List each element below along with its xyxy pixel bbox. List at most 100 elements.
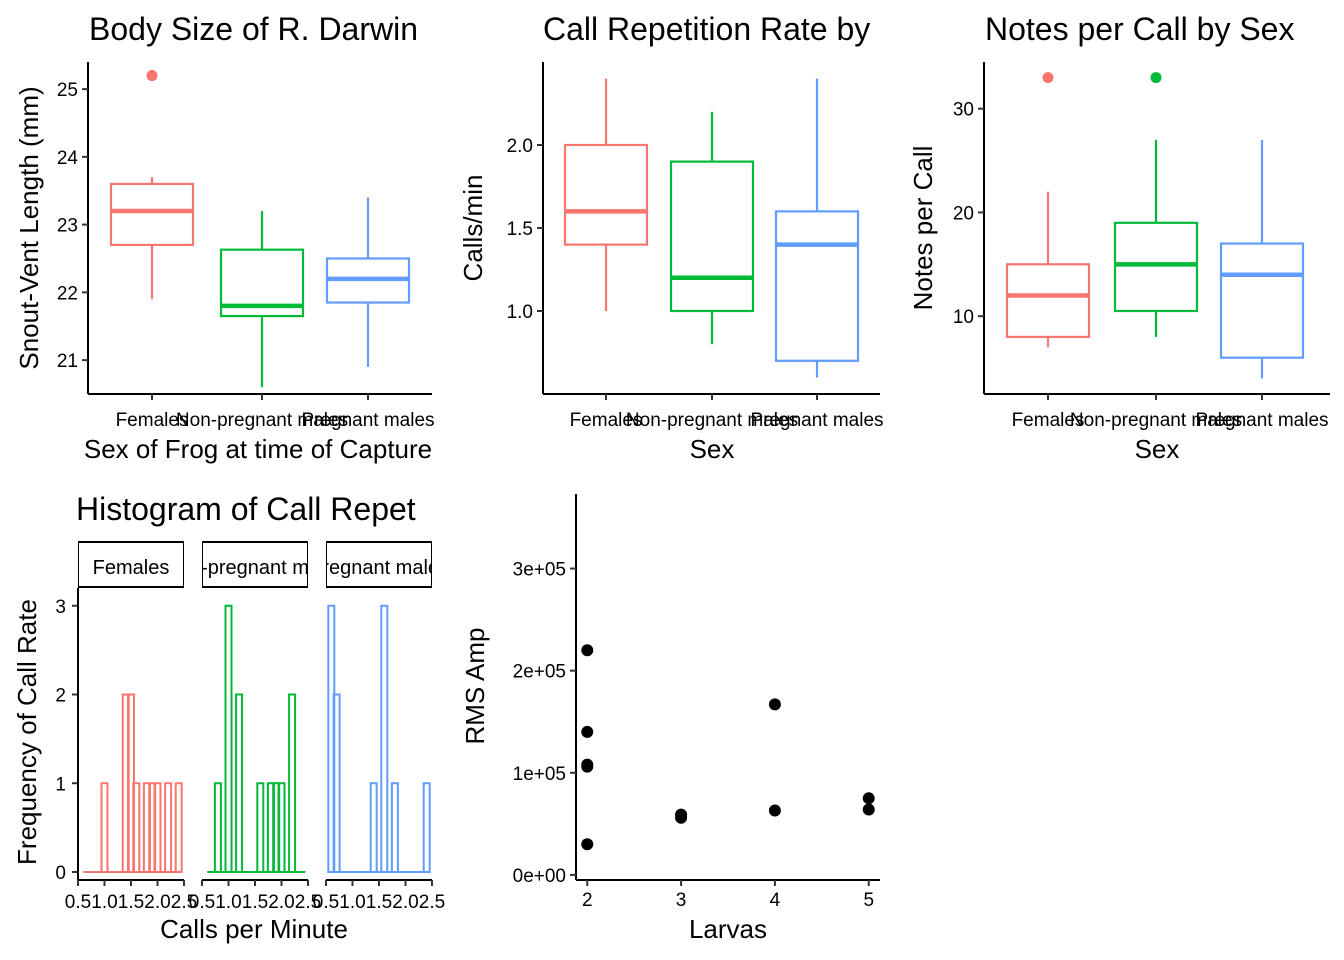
x-axis-label: Sex of Frog at time of Capture xyxy=(84,434,432,464)
scatter-point xyxy=(675,811,688,824)
scatter-point xyxy=(581,725,594,738)
histogram-bar xyxy=(380,604,389,873)
panel-clip-group: Body Size of R. Darwin 21 22 23 24 25 FemalesN… xyxy=(14,11,435,464)
facet-strip-label: Females xyxy=(93,557,170,579)
x-tick-label: Non-pregnant males xyxy=(1070,410,1242,431)
x-tick-label: 2.0 xyxy=(144,892,170,913)
x-tick-label: 1.5 xyxy=(366,892,392,913)
box-pregnant-males xyxy=(774,78,860,378)
x-tick-label: Non-pregnant males xyxy=(626,410,798,431)
scatter-panel: 0e+00 1e+05 2e+05 3e+05 2 3 4 5 Larvas RMS Amp xyxy=(460,494,880,944)
y-tick-label: 1e+05 xyxy=(513,764,566,785)
facet-1: Females 0.5 1.0 1.5 2.0 2.5 xyxy=(65,541,197,913)
histogram-bar xyxy=(100,782,109,873)
facet-strip-label: Non-pregnant males xyxy=(164,557,345,579)
y-tick-label: 1.5 xyxy=(507,219,533,240)
histogram-bar xyxy=(174,782,183,873)
x-tick-label: 0.5 xyxy=(65,892,91,913)
x-axis-label: Larvas xyxy=(689,914,767,944)
y-tick-label: 2 xyxy=(55,686,66,707)
histogram-bar xyxy=(164,782,173,873)
y-tick-label: 10 xyxy=(953,307,974,328)
x-tick-label: 2.0 xyxy=(392,892,418,913)
y-tick-label: 0 xyxy=(55,863,66,884)
x-tick-label: Females xyxy=(570,410,643,431)
y-tick-label: 3 xyxy=(55,597,66,618)
x-tick-label: 0.5 xyxy=(189,892,215,913)
outlier-point xyxy=(1042,72,1054,84)
box-non-pregnant-males xyxy=(219,211,305,388)
box-non-pregnant-males xyxy=(1113,72,1199,337)
box-iqr xyxy=(1113,221,1199,313)
x-tick-label: Females xyxy=(1012,410,1085,431)
box-iqr xyxy=(109,182,195,247)
x-tick-label: 2.5 xyxy=(295,892,321,913)
histogram-bar xyxy=(332,693,341,873)
x-axis-label: Sex xyxy=(690,434,735,464)
box-iqr xyxy=(1005,263,1091,339)
y-tick-label: 2e+05 xyxy=(513,662,566,683)
histogram-bar xyxy=(369,782,378,873)
x-tick-label: 1.5 xyxy=(242,892,268,913)
histogram-bar xyxy=(213,782,222,873)
x-tick-label: 0.5 xyxy=(313,892,339,913)
x-tick-label: Pregnant males xyxy=(301,410,434,431)
y-axis-label: Calls/min xyxy=(458,175,488,282)
x-tick-label: 2.5 xyxy=(419,892,445,913)
panel-clip-group: Call Repetition Rate by 1.0 1.5 2.0 FemalesN… xyxy=(458,11,884,464)
y-tick-label: 21 xyxy=(57,351,78,372)
box-non-pregnant-males xyxy=(669,111,755,345)
facet-strip xyxy=(78,541,184,588)
histogram-bar xyxy=(422,782,431,873)
box-iqr xyxy=(774,210,860,362)
histogram-bar xyxy=(390,782,399,873)
x-tick-label: 1.5 xyxy=(118,892,144,913)
box-pregnant-males xyxy=(1219,139,1305,379)
chart-title: Notes per Call by Sex xyxy=(985,11,1294,47)
boxplot-panel-2: Call Repetition Rate by 1.0 1.5 2.0 FemalesN… xyxy=(458,11,884,464)
facet-clip-group: Non-pregnant males xyxy=(164,541,345,873)
boxplot-panel-3: Notes per Call by Sex 10 20 30 FemalesNon-pr… xyxy=(908,11,1330,464)
facet-clip-group: Pregnant males xyxy=(326,541,432,873)
y-tick-label: 30 xyxy=(953,100,974,121)
scatter-point xyxy=(862,803,875,816)
y-tick-label: 23 xyxy=(57,216,78,237)
y-tick-label: 25 xyxy=(57,80,78,101)
y-tick-label: 0e+00 xyxy=(513,866,566,887)
box-females xyxy=(1005,72,1091,348)
histogram-bar xyxy=(288,693,297,873)
x-tick-label: 1.0 xyxy=(91,892,117,913)
scatter-point xyxy=(768,698,781,711)
histogram-bar xyxy=(224,604,233,873)
x-tick-label: 5 xyxy=(863,890,874,911)
histogram-bar xyxy=(153,782,162,873)
x-tick-label: 4 xyxy=(770,890,781,911)
boxplot-panel-1: Body Size of R. Darwin 21 22 23 24 25 FemalesN… xyxy=(14,11,435,464)
x-tick-label: 1.0 xyxy=(339,892,365,913)
y-axis-label: RMS Amp xyxy=(460,627,490,744)
y-tick-label: 24 xyxy=(57,148,79,169)
panel-clip-group: Notes per Call by Sex 10 20 30 FemalesNon-pr… xyxy=(908,11,1330,464)
x-tick-label: 2.0 xyxy=(268,892,294,913)
y-tick-label: 22 xyxy=(57,283,78,304)
box-females xyxy=(109,70,195,300)
facet-3: Pregnant males 0.5 1.0 1.5 2.0 2.5 xyxy=(313,541,445,913)
scatter-point xyxy=(581,644,594,657)
x-tick-label: Non-pregnant males xyxy=(176,410,348,431)
y-axis-label: Snout-Vent Length (mm) xyxy=(14,86,44,369)
x-tick-label: Females xyxy=(116,410,189,431)
scatter-point xyxy=(581,760,594,773)
histogram-bar xyxy=(277,782,286,873)
y-tick-label: 1 xyxy=(55,774,66,795)
y-axis-label: Notes per Call xyxy=(908,146,938,311)
box-females xyxy=(563,78,649,311)
y-axis-label: Frequency of Call Rate xyxy=(12,599,42,865)
facet-clip-group: Females xyxy=(78,541,184,873)
box-iqr xyxy=(1219,242,1305,359)
box-pregnant-males xyxy=(325,197,411,367)
x-tick-label: 3 xyxy=(676,890,687,911)
